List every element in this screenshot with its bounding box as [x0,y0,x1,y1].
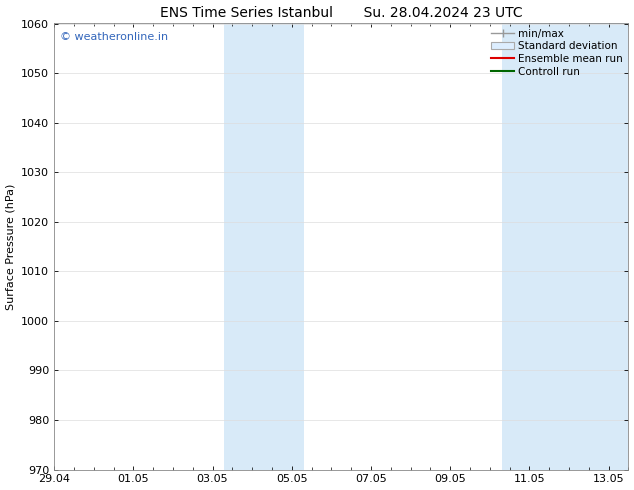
Legend: min/max, Standard deviation, Ensemble mean run, Controll run: min/max, Standard deviation, Ensemble me… [488,25,626,80]
Bar [224,24,304,469]
Y-axis label: Surface Pressure (hPa): Surface Pressure (hPa) [6,183,16,310]
Text: © weatheronline.in: © weatheronline.in [60,32,168,43]
Bar [501,24,628,469]
Title: ENS Time Series Istanbul       Su. 28.04.2024 23 UTC: ENS Time Series Istanbul Su. 28.04.2024 … [160,5,522,20]
